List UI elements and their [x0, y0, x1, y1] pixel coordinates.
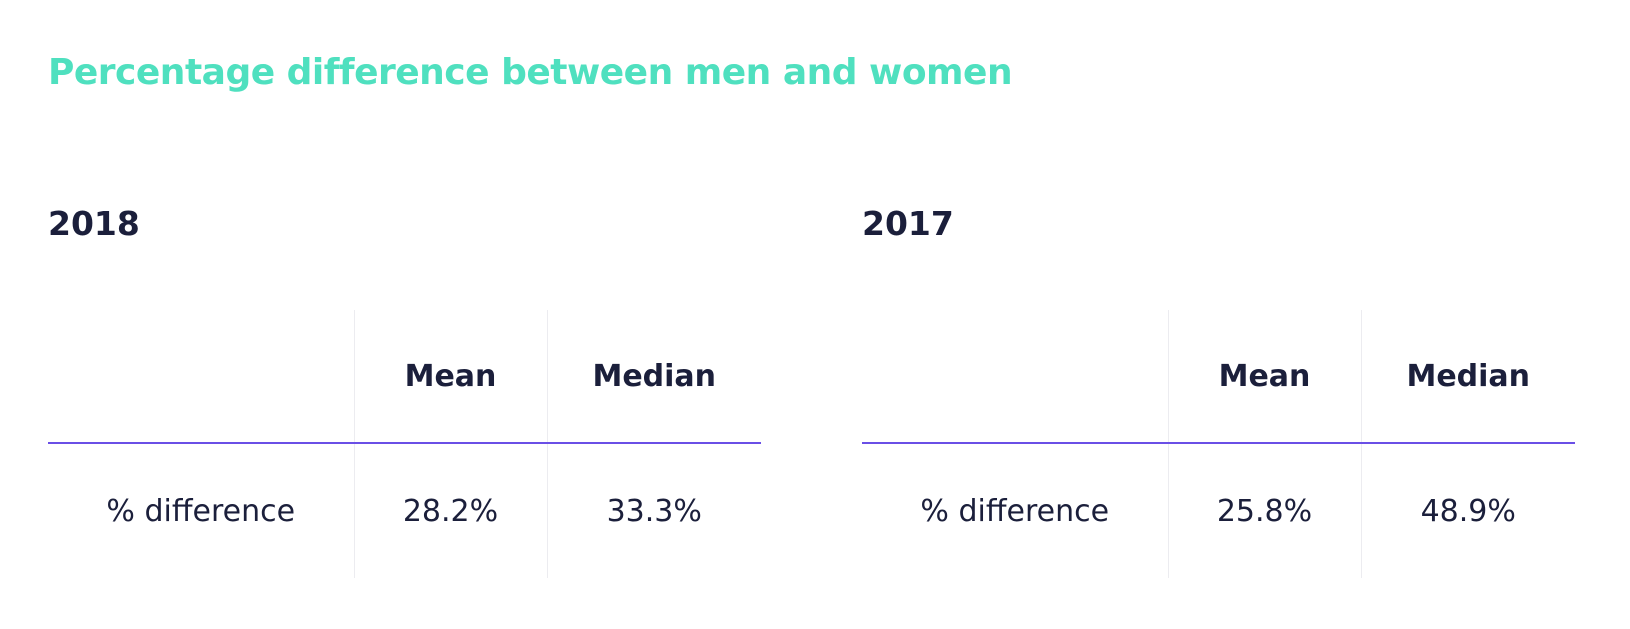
header-mean: Mean [353, 310, 547, 444]
row-label: % difference [106, 493, 296, 529]
pay-gap-table: Mean Median % difference 25.8% 48.9% [862, 310, 1575, 578]
header-label-cell [48, 310, 354, 444]
median-value: 48.9% [1360, 443, 1575, 578]
page-title: Percentage difference between men and wo… [48, 52, 1013, 93]
median-value: 33.3% [546, 443, 761, 578]
header-median: Median [1360, 310, 1575, 444]
table-row: % difference 28.2% 33.3% [48, 443, 761, 578]
header-mean: Mean [1167, 310, 1361, 444]
header-label-cell [862, 310, 1168, 444]
table-header-row: Mean Median [48, 310, 761, 444]
mean-value: 28.2% [353, 443, 547, 578]
year-section-2018: 2018 Mean Median % difference 28.2% 33.3… [48, 0, 768, 629]
header-median: Median [546, 310, 761, 444]
table-header-row: Mean Median [862, 310, 1575, 444]
year-heading: 2018 [48, 204, 140, 243]
table-row: % difference 25.8% 48.9% [862, 443, 1575, 578]
pay-gap-table: Mean Median % difference 28.2% 33.3% [48, 310, 761, 578]
year-section-2017: 2017 Mean Median % difference 25.8% 48.9… [862, 0, 1582, 629]
year-heading: 2017 [862, 204, 954, 243]
row-label: % difference [920, 493, 1110, 529]
mean-value: 25.8% [1167, 443, 1361, 578]
